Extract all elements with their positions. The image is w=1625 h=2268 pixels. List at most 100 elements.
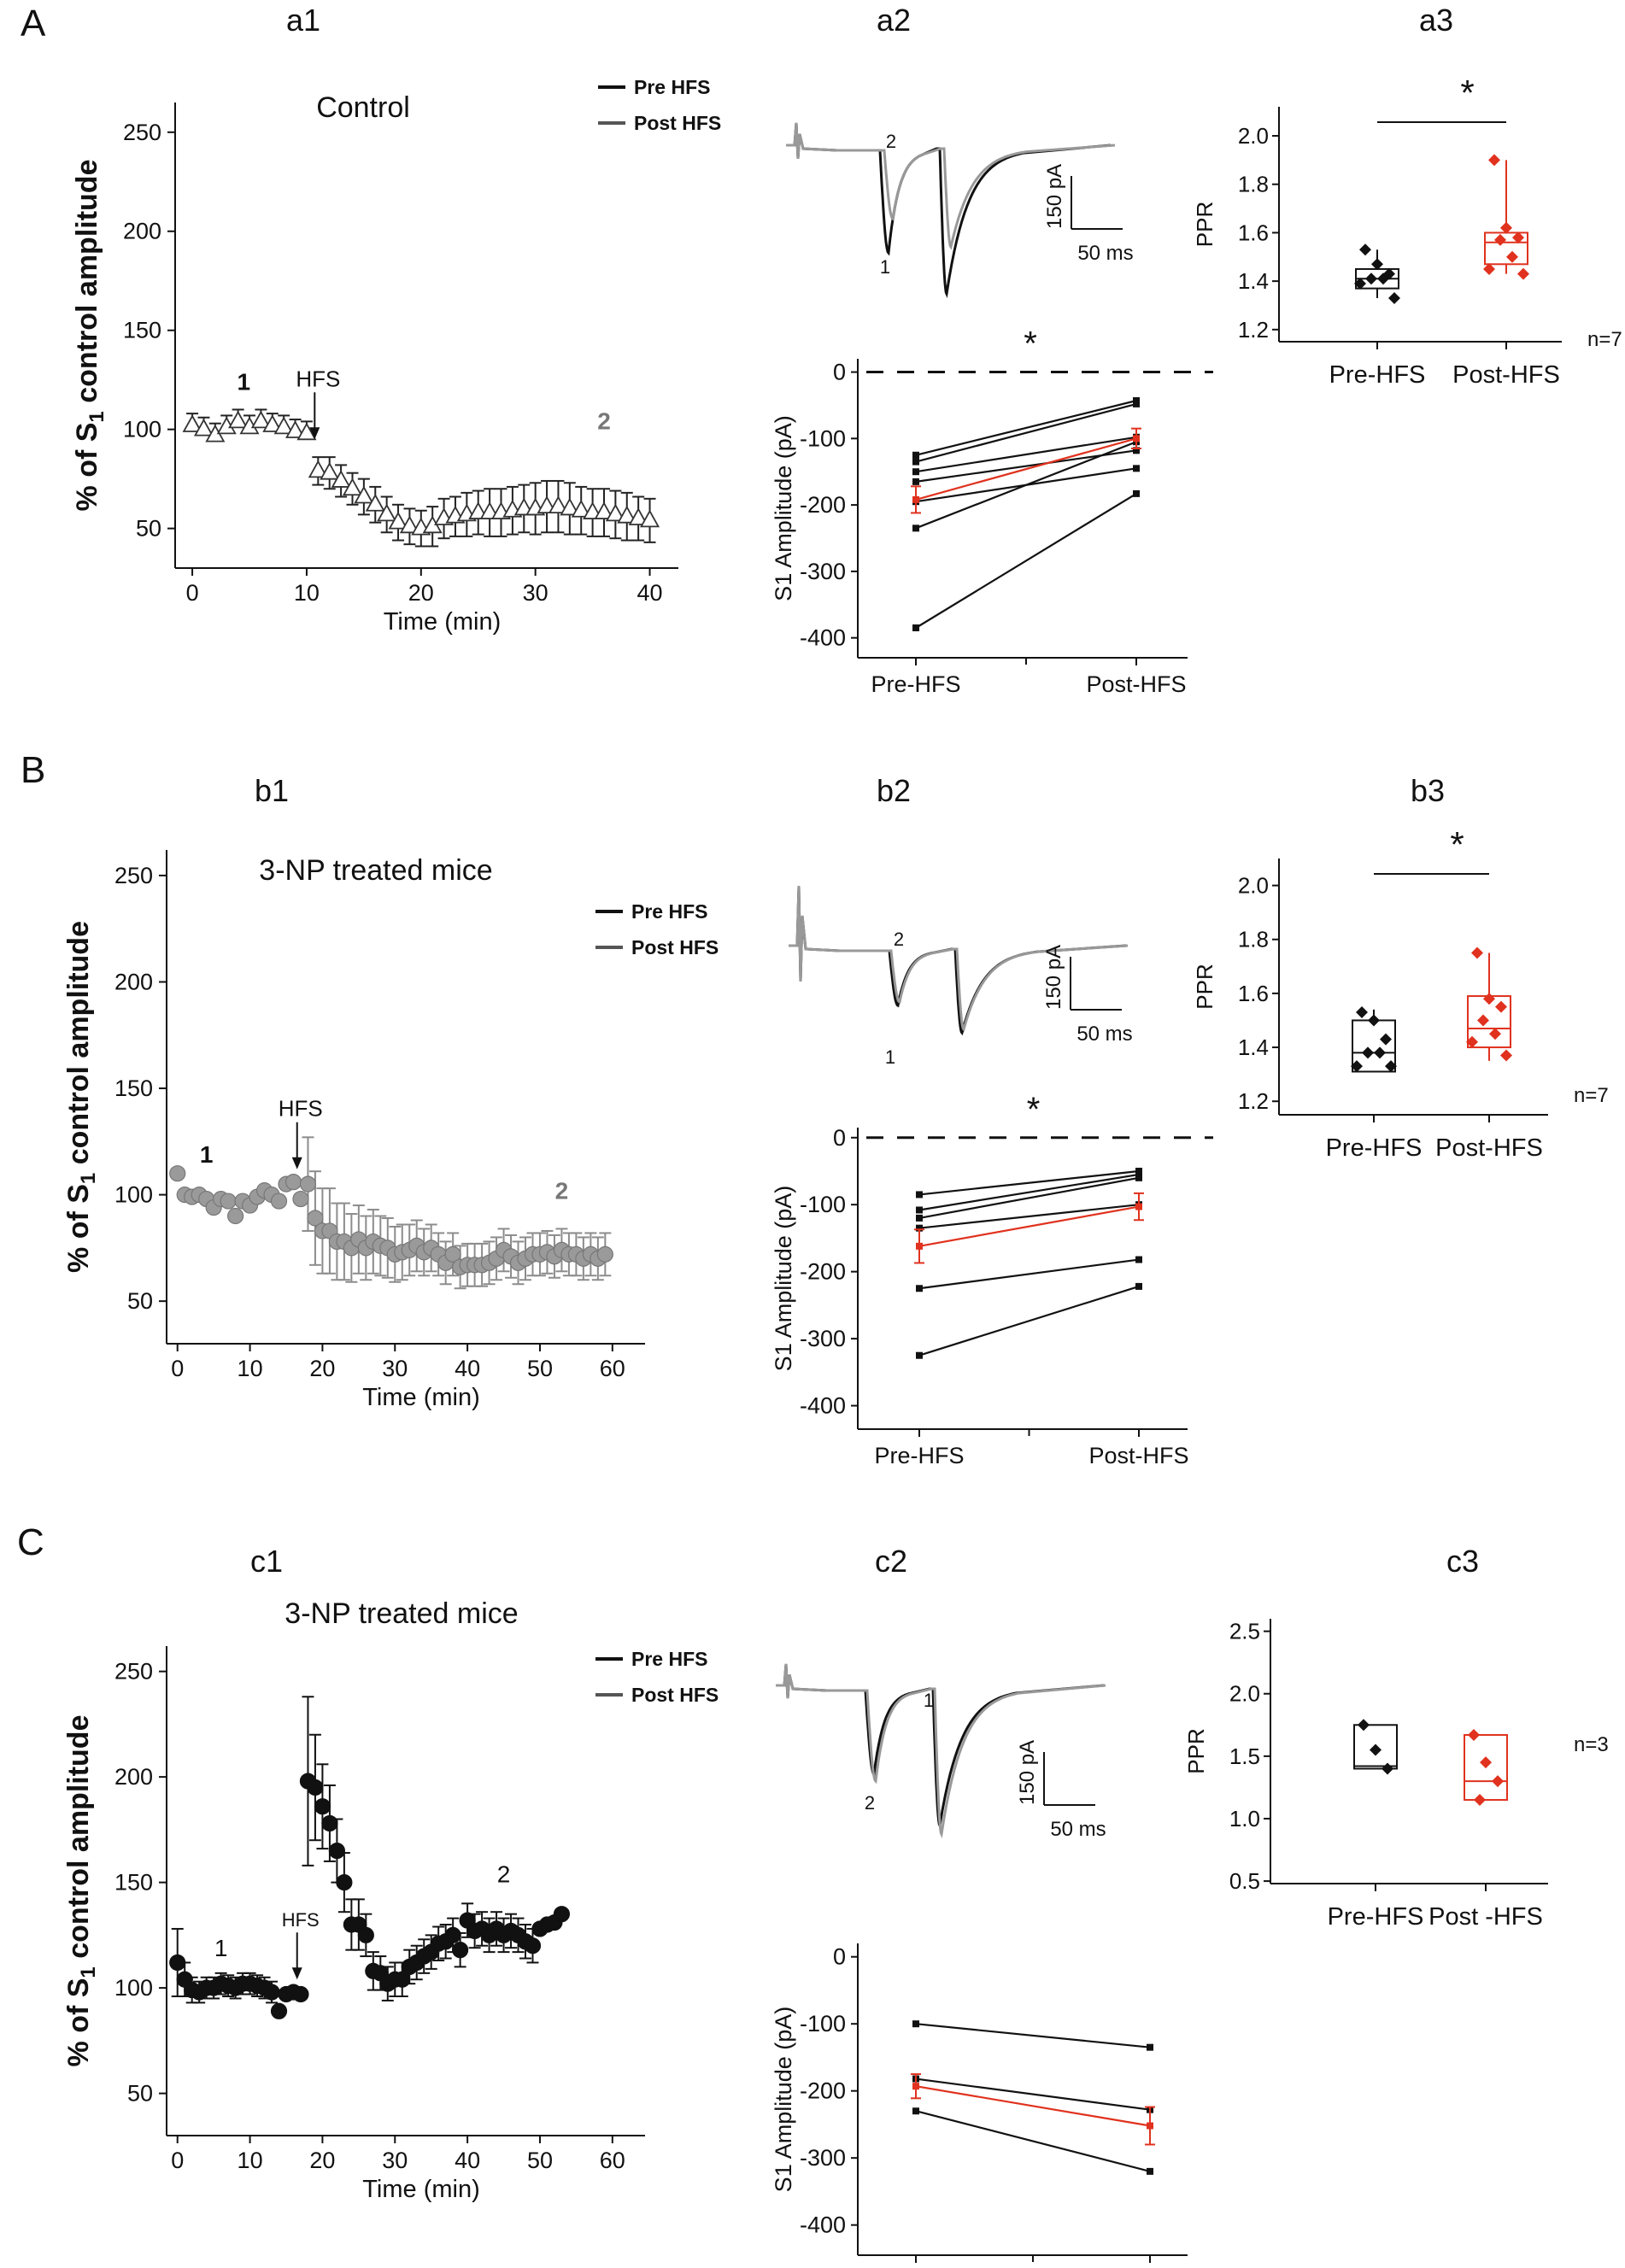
data-point [321, 1814, 338, 1832]
x-tick-label: 60 [600, 1356, 625, 1381]
x-tick-label: 0 [171, 1356, 184, 1381]
y-tick-label: 150 [114, 1075, 153, 1101]
cell-series [912, 489, 1140, 631]
ppr-box-chart-b3: 1.2 1.4 1.6 1.8 2.0 Pre-HFS Post-HFS PPR * n=7 [1192, 824, 1609, 1162]
y-label-subscript: 1 [77, 1966, 100, 1978]
y-tick-label: -400 [800, 1393, 846, 1419]
y-tick-label: -200 [800, 1259, 846, 1285]
trace-legend: Pre HFS Post HFS [595, 1648, 719, 1706]
data-point [320, 461, 340, 480]
cell-point [912, 458, 919, 466]
error-bars [302, 1136, 612, 1290]
data-point [377, 503, 397, 522]
y-axis-label: S1 Amplitude (pA) [771, 415, 796, 601]
significance-star: * [1024, 325, 1037, 363]
data-point [193, 418, 214, 437]
box-data-point [1362, 1046, 1374, 1059]
y-tick-label: 200 [114, 1764, 153, 1790]
cell-line [915, 492, 1137, 629]
legend-label-post: Post HFS [631, 1684, 719, 1706]
cell-point [1135, 1256, 1142, 1263]
cell-line [918, 1204, 1140, 1229]
n-label: n=3 [1574, 1733, 1609, 1756]
mean-point [1147, 2122, 1153, 2130]
cell-point [916, 1191, 923, 1198]
data-point [307, 1779, 324, 1796]
mean-point [912, 495, 919, 503]
ppr-box-chart-a3: 1.2 1.4 1.6 1.8 2.0 Pre-HFS Post-HFS PPR * n=7 [1192, 73, 1622, 389]
y-tick-label: 0.5 [1229, 1868, 1260, 1894]
box-data-point [1500, 1049, 1512, 1062]
x-tick-label: Pre-HFS [874, 1443, 964, 1468]
timepoint-label-2: 2 [555, 1178, 569, 1204]
trace-legend: Pre HFS Post HFS [598, 76, 721, 134]
box-data-point [1374, 1046, 1386, 1059]
cell-series [912, 2020, 1153, 2051]
y-axis-label: % of S1 control amplitude [62, 1715, 100, 2067]
x-tick-label: Post -HFS [1428, 1903, 1543, 1931]
hfs-arrow-head [291, 1967, 302, 1980]
y-tick-label: 1.2 [1238, 1088, 1269, 1114]
data-point [331, 470, 351, 488]
y-tick-label: 1.8 [1238, 172, 1269, 197]
data-point [220, 1193, 237, 1210]
cell-line [915, 399, 1137, 456]
box-data-point [1371, 258, 1383, 271]
box-data-point [1492, 1775, 1504, 1788]
data-point [308, 460, 328, 478]
box-post [1464, 1728, 1508, 1807]
cell-point [916, 1206, 923, 1214]
trace-post-hfs [789, 885, 1129, 1033]
box-data-point [1351, 1060, 1363, 1073]
box-data-point [1488, 154, 1500, 167]
data-point [336, 1874, 353, 1891]
data-point [548, 495, 568, 514]
data-point [292, 1985, 309, 2003]
legend-label-post: Post HFS [634, 112, 721, 134]
y-tick-label: 1.5 [1229, 1743, 1260, 1769]
y-axis-label: PPR [1192, 964, 1217, 1009]
cell-point [912, 451, 919, 459]
y-axis-label: % of S1 control amplitude [62, 921, 100, 1273]
x-tick-label: Pre-HFS [1328, 1903, 1424, 1931]
x-tick-label: 10 [238, 1356, 263, 1381]
cell-point [912, 525, 919, 532]
data-point [227, 1207, 244, 1225]
y-tick-label: 250 [114, 1659, 153, 1685]
y-label-part: % of S [62, 1184, 95, 1273]
data-point [365, 493, 385, 512]
cell-point [912, 478, 919, 485]
x-tick-label: 40 [637, 580, 663, 606]
box-data-point [1380, 1033, 1392, 1046]
box-data-point [1477, 1014, 1489, 1027]
y-tick-label: 50 [127, 1288, 153, 1314]
data-point [262, 414, 283, 432]
y-tick-label: 100 [114, 1182, 153, 1208]
mean-series [911, 2073, 1155, 2146]
axes: 50 100 150 200 250 0 10 20 30 40 50 60 Time (min) % o… [62, 850, 645, 1411]
panel-label-a1: a1 [286, 3, 320, 38]
y-tick-label: -300 [800, 2145, 846, 2171]
data-point [354, 485, 374, 504]
cell-series [916, 1174, 1142, 1222]
scale-bar-time-label: 50 ms [1077, 242, 1133, 265]
data-point [444, 1245, 461, 1263]
data-points [169, 1165, 613, 1275]
x-tick-label: Post-HFS [1088, 1443, 1188, 1468]
cell-series [912, 2075, 1153, 2113]
y-tick-label: 100 [123, 417, 161, 442]
significance-star: * [1460, 73, 1474, 113]
box-data-point [1368, 1014, 1380, 1027]
x-tick-label: 0 [171, 2148, 184, 2173]
chart-title: 3-NP treated mice [285, 1597, 518, 1630]
y-tick-label: 1.0 [1229, 1806, 1260, 1831]
cell-line [915, 2078, 1151, 2111]
y-tick-label: -100 [800, 1192, 846, 1217]
cell-series [912, 438, 1140, 532]
data-points [182, 410, 660, 536]
y-tick-label: -300 [800, 559, 846, 584]
x-tick-label: Post-HFS [1452, 361, 1560, 389]
chart-title: 3-NP treated mice [259, 854, 492, 887]
box-data-point [1471, 946, 1483, 959]
